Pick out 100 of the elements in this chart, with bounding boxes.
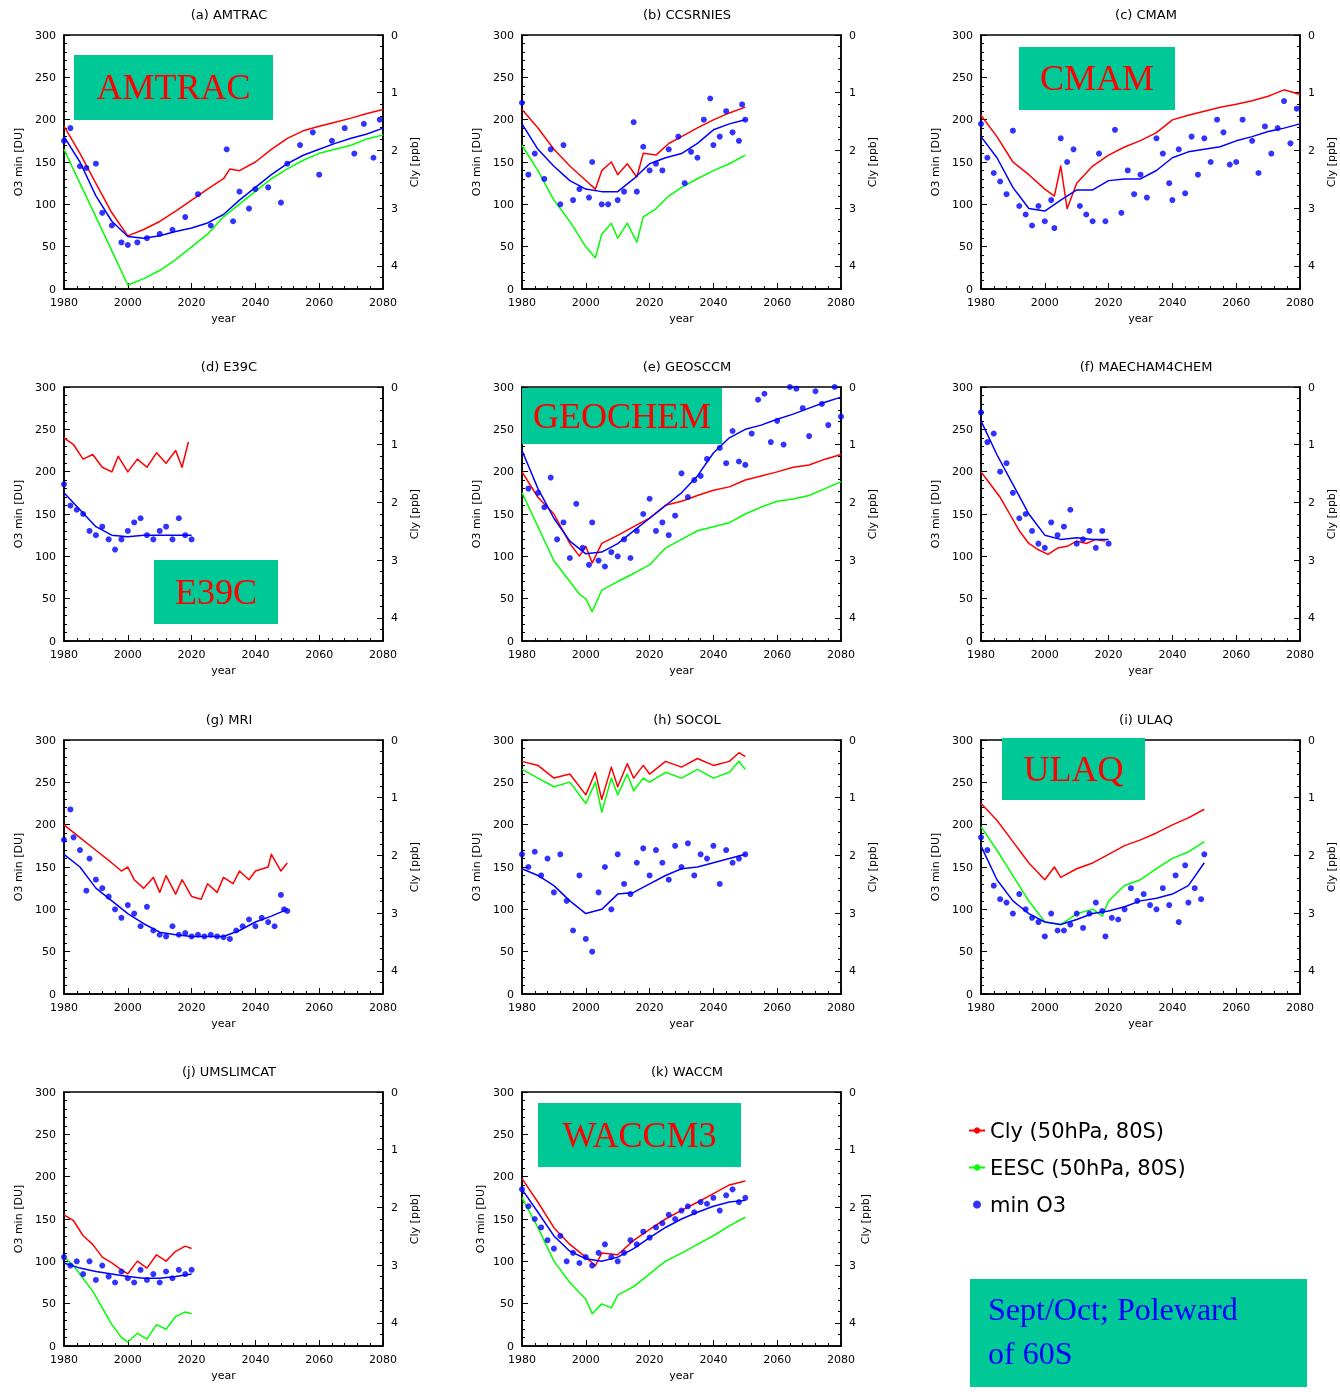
- y-tick-label: 250: [952, 775, 973, 789]
- y-tick-label: 50: [42, 1297, 56, 1311]
- x-axis-title: year: [211, 1016, 237, 1030]
- y2-tick-label: 4: [1308, 259, 1315, 273]
- y-tick-label: 300: [35, 28, 56, 42]
- y-tick-label: 100: [35, 549, 56, 563]
- point: [169, 923, 176, 930]
- y-axis-title: O3 min [DU]: [12, 479, 26, 549]
- point: [1009, 489, 1016, 496]
- y-tick-label: 0: [966, 282, 973, 296]
- x-tick-label: 2080: [827, 1353, 855, 1366]
- point: [799, 405, 806, 412]
- y2-axis-title: Cly [ppb]: [1324, 841, 1338, 893]
- point: [704, 1200, 711, 1207]
- point: [271, 923, 278, 930]
- y2-axis-title: Cly [ppb]: [407, 841, 421, 893]
- point: [137, 515, 144, 522]
- point: [1048, 910, 1055, 917]
- chart-title: (h) SOCOL: [653, 712, 722, 727]
- point: [831, 384, 838, 390]
- point: [665, 532, 672, 539]
- y-tick-label: 0: [49, 282, 56, 296]
- point: [557, 1232, 564, 1239]
- x-tick-label: 1980: [967, 296, 995, 309]
- point: [1261, 123, 1268, 130]
- y-tick-label: 250: [35, 70, 56, 84]
- y-tick-label: 100: [493, 902, 514, 916]
- y-axis-title: O3 min [DU]: [12, 1184, 26, 1254]
- point: [1035, 203, 1042, 210]
- y2-tick-label: 0: [391, 28, 398, 42]
- y-axis-title: O3 min [DU]: [470, 479, 484, 549]
- point: [586, 194, 592, 201]
- x-tick-label: 2080: [369, 1001, 397, 1014]
- y-tick-label: 300: [35, 1085, 56, 1099]
- point: [621, 188, 628, 195]
- x-tick-label: 2080: [369, 648, 397, 661]
- point: [608, 549, 615, 556]
- point: [614, 553, 621, 560]
- x-axis-title: year: [669, 1016, 695, 1030]
- point: [614, 197, 621, 204]
- y-tick-label: 300: [952, 380, 973, 394]
- point: [124, 241, 131, 248]
- y-tick-label: 150: [35, 860, 56, 874]
- point: [557, 201, 564, 208]
- point: [1096, 150, 1103, 157]
- point: [108, 222, 115, 229]
- point: [563, 1258, 570, 1265]
- chart-title: (d) E39C: [200, 359, 258, 374]
- point: [1029, 222, 1036, 229]
- y2-tick-label: 2: [391, 848, 398, 862]
- point: [1080, 924, 1087, 931]
- point: [566, 555, 573, 562]
- point: [640, 143, 647, 150]
- point: [723, 847, 730, 854]
- point: [80, 511, 87, 517]
- y-tick-label: 300: [952, 733, 973, 747]
- point: [92, 876, 99, 883]
- point: [1147, 902, 1154, 909]
- point: [131, 1279, 138, 1286]
- point: [1220, 129, 1227, 136]
- x-tick-label: 2020: [635, 1353, 664, 1366]
- point: [554, 536, 561, 543]
- x-axis-title: year: [1128, 663, 1154, 677]
- point: [735, 855, 742, 862]
- point: [131, 910, 138, 917]
- point: [163, 933, 170, 940]
- point: [1131, 191, 1138, 198]
- point: [582, 1254, 589, 1261]
- line-series: [521, 144, 747, 259]
- point: [1143, 194, 1150, 201]
- line-series: [980, 825, 1206, 926]
- point: [544, 855, 551, 862]
- x-tick-label: 2000: [571, 648, 600, 661]
- point: [188, 536, 195, 543]
- point: [1080, 536, 1087, 543]
- point: [92, 1276, 99, 1283]
- annotation: GEOCHEM: [522, 388, 722, 444]
- point: [710, 142, 717, 149]
- x-tick-label: 1980: [508, 1353, 536, 1366]
- y2-tick-label: 1: [1308, 438, 1315, 452]
- y2-tick-label: 2: [1308, 143, 1315, 157]
- point: [729, 859, 736, 866]
- point: [838, 413, 844, 420]
- point: [659, 859, 666, 866]
- y-tick-label: 150: [35, 155, 56, 169]
- point: [194, 931, 201, 938]
- point: [297, 142, 304, 149]
- point: [182, 214, 189, 221]
- point: [265, 184, 272, 191]
- x-tick-label: 2060: [763, 1001, 792, 1014]
- point: [560, 142, 567, 149]
- point: [223, 146, 230, 153]
- y-tick-label: 150: [952, 155, 973, 169]
- point: [1099, 527, 1106, 534]
- point: [112, 906, 119, 913]
- point: [519, 851, 525, 858]
- y2-tick-label: 0: [849, 733, 856, 747]
- y2-tick-label: 4: [849, 1316, 856, 1330]
- annotation: ULAQ: [1002, 738, 1145, 800]
- point: [1060, 523, 1067, 530]
